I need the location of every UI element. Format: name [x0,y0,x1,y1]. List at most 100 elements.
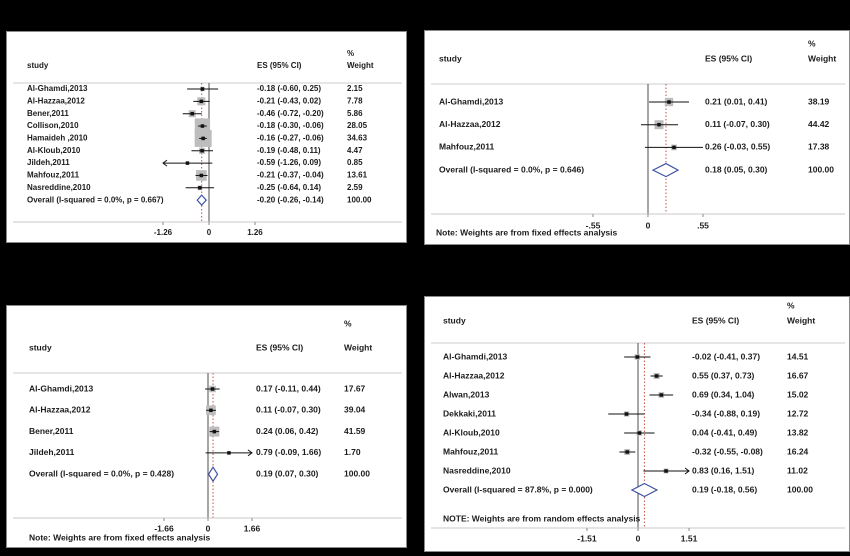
x-tick-label: -.55 [586,220,601,230]
study-label: Al-Ghamdi,2013 [439,96,504,106]
es-value: -0.59 (-1.26, 0.09) [257,158,321,167]
forest-plot-top-left: % study ES (95% CI) Weight Al-Ghamdi,2013 -0.… [6,31,407,243]
effect-marker [672,145,676,150]
study-label: Al-Hazzaa,2012 [27,96,85,105]
es-value: 0.26 (-0.03, 0.55) [705,142,770,152]
weight-value: 11.02 [787,465,808,475]
x-tick-label: 1.51 [681,533,698,543]
effect-marker [654,374,659,378]
weight-value: 16.67 [787,370,809,380]
weight-value: 12.72 [787,408,809,418]
x-tick-label: -1.26 [154,228,173,237]
note-text: Note: Weights are from fixed effects ana… [29,532,211,542]
overall-diamond [196,194,208,207]
column-header-es: ES (95% CI) [705,53,752,63]
study-label: Hamaideh ,2010 [27,134,88,143]
effect-marker [210,387,215,391]
es-value: -0.16 (-0.27, -0.06) [257,134,324,143]
es-value: -0.25 (-0.64, 0.14) [257,183,321,192]
overall-weight-value: 100.00 [787,484,813,494]
column-header-weight: Weight [347,61,374,70]
es-value: 0.55 (0.37, 0.73) [692,370,755,380]
es-value: -0.34 (-0.88, 0.19) [692,408,760,418]
study-label: Mahfouz,2011 [439,142,495,152]
study-label: Nasreddine,2010 [27,183,91,192]
effect-marker [200,149,204,153]
study-label: Al-Ghamdi,2013 [29,383,94,393]
effect-marker [667,100,671,104]
x-tick-label: 1.66 [244,523,261,533]
weight-value: 17.38 [808,142,830,152]
column-header-pct: % [344,318,352,328]
study-label: Al-Kloub,2010 [443,427,500,437]
study-label: Mahfouz,2011 [443,446,499,456]
weight-value: 2.15 [347,84,363,93]
weight-value: 5.86 [347,109,363,118]
es-value: 0.04 (-0.41, 0.49) [692,427,757,437]
weight-value: 39.04 [344,405,366,415]
study-label: Bener,2011 [27,109,69,118]
column-header-es: ES (95% CI) [257,61,302,70]
overall-label: Overall (I-squared = 87.8%, p = 0.000) [443,484,593,494]
effect-marker [637,431,642,435]
x-tick-label: -1.51 [577,533,597,543]
effect-marker [199,173,204,178]
effect-marker [200,124,205,128]
study-label: Jildeh,2011 [29,447,75,457]
effect-marker [185,161,190,165]
overall-es-value: 0.19 (0.07, 0.30) [256,468,319,478]
overall-label: Overall (I-squared = 0.0%, p = 0.428) [29,468,174,478]
x-tick-label: .55 [697,220,709,230]
effect-marker [198,186,202,190]
es-value: -0.21 (-0.43, 0.02) [257,96,321,105]
weight-value: 13.82 [787,427,809,437]
column-header-study: study [27,61,49,70]
es-value: 0.24 (0.06, 0.42) [256,426,319,436]
study-label: Al-Hazzaa,2012 [439,119,501,129]
x-tick-label: 0 [206,523,211,533]
ci-arrow [247,449,253,457]
overall-weight-value: 100.00 [347,195,372,204]
effect-marker [227,451,231,455]
overall-diamond [651,162,680,178]
es-value: 0.11 (-0.07, 0.30) [256,405,321,415]
column-header-es: ES (95% CI) [256,342,303,352]
column-header-pct: % [347,49,354,58]
overall-diamond [630,482,659,498]
es-value: 0.69 (0.34, 1.04) [692,389,755,399]
weight-value: 14.51 [787,351,809,361]
study-label: Alwan,2013 [443,389,490,399]
es-value: 0.11 (-0.07, 0.30) [705,119,770,129]
forest-plot-svg: % study ES (95% CI) Weight Al-Ghamdi,2013 0.2… [431,38,845,237]
overall-label: Overall (I-squared = 0.0%, p = 0.646) [439,164,584,174]
weight-value: 38.19 [808,96,830,106]
column-header-study: study [29,342,52,352]
effect-marker [624,412,629,416]
x-tick-label: 1.26 [247,228,263,237]
overall-weight-value: 100.00 [344,468,370,478]
es-value: 0.79 (-0.09, 1.66) [256,447,321,457]
forest-plot-bottom-right: % study ES (95% CI) Weight Al-Ghamdi,2013 -0.… [424,296,850,552]
column-header-pct: % [808,38,816,48]
ci-arrow [162,159,168,167]
es-value: 0.17 (-0.11, 0.44) [256,383,321,393]
note-text: Note: Weights are from fixed effects ana… [436,227,618,237]
weight-value: 13.61 [347,171,368,180]
note-text: NOTE: Weights are from random effects an… [443,513,641,523]
study-label: Bener,2011 [29,426,74,436]
weight-value: 34.63 [347,134,368,143]
forest-plot-top-right: % study ES (95% CI) Weight Al-Ghamdi,2013 0.2… [424,30,850,245]
effect-marker [201,136,205,141]
effect-marker [657,122,661,127]
effect-marker [212,429,217,434]
column-header-weight: Weight [344,342,372,352]
overall-es-value: 0.18 (0.05, 0.30) [705,164,768,174]
weight-value: 2.59 [347,183,363,192]
overall-es-value: 0.19 (-0.18, 0.56) [692,484,757,494]
effect-marker [209,408,213,413]
study-label: Collison,2010 [27,121,79,130]
forest-plot-bottom-left: % study ES (95% CI) Weight Al-Ghamdi,2013 0.1… [6,305,407,548]
weight-value: 1.70 [344,447,361,457]
study-label: Al-Ghamdi,2013 [27,84,88,93]
